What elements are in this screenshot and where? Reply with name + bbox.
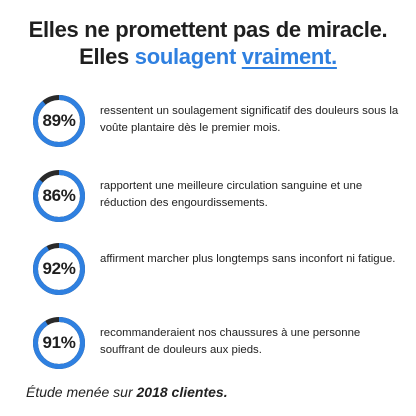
stat-percent: 89% xyxy=(42,111,76,130)
stat-description: affirment marcher plus longtemps sans in… xyxy=(100,253,396,265)
headline-prefix: Elles xyxy=(79,44,135,69)
ring-progress-arc xyxy=(33,243,85,295)
stat-percent: 86% xyxy=(42,186,76,205)
headline-underlined: vraiment. xyxy=(241,44,337,69)
stat-percent: 92% xyxy=(42,259,76,278)
stat-item: 86% rapportent une meilleure circulation… xyxy=(32,169,392,227)
progress-ring: 91% xyxy=(32,316,86,370)
stat-percent: 91% xyxy=(42,333,76,352)
progress-ring: 86% xyxy=(32,169,86,223)
stat-description: recommanderaient nos chaussures à une pe… xyxy=(100,327,361,356)
progress-ring: 92% xyxy=(32,242,86,296)
ring-progress-arc xyxy=(33,95,85,147)
progress-ring-svg xyxy=(33,243,85,295)
progress-ring-svg xyxy=(33,95,85,147)
ring-progress-arc xyxy=(33,170,85,222)
headline: Elles ne promettent pas de miracle. Elle… xyxy=(0,16,416,70)
headline-line-1: Elles ne promettent pas de miracle. xyxy=(28,17,388,42)
stat-description: rapportent une meilleure circulation san… xyxy=(100,180,363,209)
progress-ring: 89% xyxy=(32,94,86,148)
ring-progress-arc xyxy=(33,317,85,369)
stat-item: 91% recommanderaient nos chaussures à un… xyxy=(32,316,392,374)
study-note-count: 2018 clientes. xyxy=(136,384,228,400)
stat-description: ressentent un soulagement significatif d… xyxy=(100,105,399,134)
stat-item: 92% affirment marcher plus longtemps san… xyxy=(32,242,395,300)
headline-line-2: Elles soulagent vraiment. xyxy=(0,43,416,70)
progress-ring-svg xyxy=(33,317,85,369)
headline-accent: soulagent xyxy=(134,44,237,69)
study-note-prefix: Étude menée sur xyxy=(26,384,137,400)
study-note: Étude menée sur 2018 clientes. xyxy=(26,384,228,400)
progress-ring-svg xyxy=(33,170,85,222)
stat-item: 89% ressentent un soulagement significat… xyxy=(32,94,398,152)
